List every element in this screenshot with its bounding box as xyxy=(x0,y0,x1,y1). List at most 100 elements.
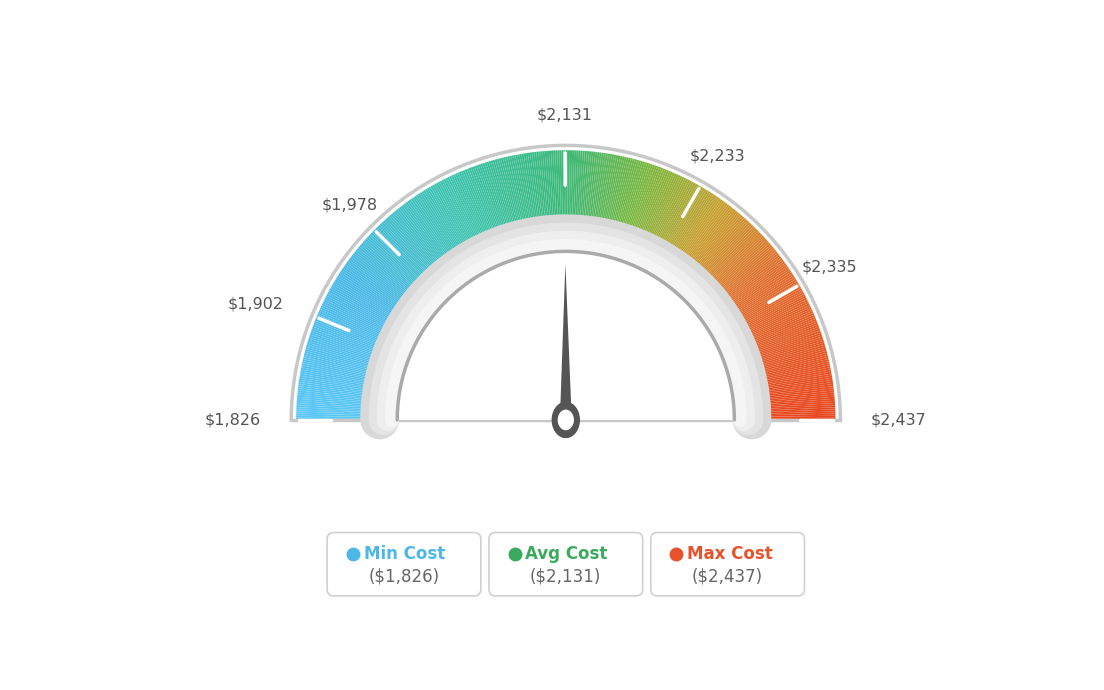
Wedge shape xyxy=(620,165,655,262)
Wedge shape xyxy=(436,183,487,273)
Wedge shape xyxy=(323,299,416,346)
Wedge shape xyxy=(728,353,828,380)
Wedge shape xyxy=(723,328,820,364)
Wedge shape xyxy=(297,403,399,411)
Wedge shape xyxy=(341,268,427,327)
Wedge shape xyxy=(662,199,723,284)
Wedge shape xyxy=(728,348,827,377)
Wedge shape xyxy=(692,243,771,311)
Wedge shape xyxy=(326,295,417,344)
Wedge shape xyxy=(342,266,428,326)
Text: $2,335: $2,335 xyxy=(802,260,858,275)
Wedge shape xyxy=(713,294,805,343)
Wedge shape xyxy=(299,375,401,394)
Wedge shape xyxy=(690,239,766,308)
Wedge shape xyxy=(733,413,836,417)
Wedge shape xyxy=(645,183,696,273)
Wedge shape xyxy=(725,341,825,372)
Wedge shape xyxy=(300,371,402,391)
Text: Min Cost: Min Cost xyxy=(363,545,445,563)
Wedge shape xyxy=(626,168,665,264)
Wedge shape xyxy=(528,152,543,255)
Wedge shape xyxy=(575,150,583,253)
Wedge shape xyxy=(444,179,491,271)
Wedge shape xyxy=(519,154,539,255)
Wedge shape xyxy=(549,150,556,253)
Wedge shape xyxy=(651,188,705,277)
Wedge shape xyxy=(733,401,835,409)
Wedge shape xyxy=(340,270,427,328)
Wedge shape xyxy=(655,191,710,279)
Wedge shape xyxy=(732,391,835,403)
Wedge shape xyxy=(591,153,608,255)
Wedge shape xyxy=(363,240,442,309)
Wedge shape xyxy=(595,155,614,255)
Wedge shape xyxy=(497,159,524,258)
Wedge shape xyxy=(582,151,593,254)
Wedge shape xyxy=(307,341,406,372)
Wedge shape xyxy=(437,181,488,273)
Wedge shape xyxy=(567,150,570,253)
Wedge shape xyxy=(604,157,629,257)
Wedge shape xyxy=(665,203,728,286)
Text: $2,131: $2,131 xyxy=(537,108,593,123)
Wedge shape xyxy=(643,181,692,272)
Wedge shape xyxy=(546,150,555,253)
Wedge shape xyxy=(333,281,423,335)
Wedge shape xyxy=(616,163,649,261)
Wedge shape xyxy=(596,155,616,256)
Wedge shape xyxy=(608,159,637,259)
Wedge shape xyxy=(725,337,822,370)
Wedge shape xyxy=(373,229,447,303)
Wedge shape xyxy=(553,150,560,253)
Wedge shape xyxy=(683,228,756,302)
Wedge shape xyxy=(306,345,405,375)
Wedge shape xyxy=(705,272,793,329)
FancyBboxPatch shape xyxy=(327,533,481,596)
Wedge shape xyxy=(414,196,473,282)
Wedge shape xyxy=(426,188,480,277)
Wedge shape xyxy=(408,199,469,284)
Wedge shape xyxy=(431,186,482,275)
Wedge shape xyxy=(718,307,811,351)
Wedge shape xyxy=(381,222,453,298)
Wedge shape xyxy=(635,174,679,268)
Wedge shape xyxy=(623,166,659,263)
Wedge shape xyxy=(489,161,519,259)
Wedge shape xyxy=(526,153,542,255)
Wedge shape xyxy=(697,253,779,317)
Wedge shape xyxy=(627,169,667,265)
Wedge shape xyxy=(646,184,698,274)
Wedge shape xyxy=(671,210,737,291)
Wedge shape xyxy=(672,212,740,292)
FancyBboxPatch shape xyxy=(650,533,805,596)
Wedge shape xyxy=(707,274,794,331)
Wedge shape xyxy=(487,161,518,260)
Wedge shape xyxy=(518,155,537,255)
Wedge shape xyxy=(659,196,718,282)
Wedge shape xyxy=(537,152,549,254)
Wedge shape xyxy=(702,263,786,324)
Wedge shape xyxy=(315,319,411,358)
Wedge shape xyxy=(690,240,768,309)
Wedge shape xyxy=(636,175,681,268)
Wedge shape xyxy=(392,212,459,292)
Wedge shape xyxy=(296,418,399,420)
Wedge shape xyxy=(731,373,831,393)
Wedge shape xyxy=(330,286,421,338)
Wedge shape xyxy=(460,170,502,266)
Wedge shape xyxy=(407,201,468,285)
Wedge shape xyxy=(296,405,399,412)
Wedge shape xyxy=(475,166,510,263)
Wedge shape xyxy=(505,157,529,257)
Wedge shape xyxy=(455,173,498,268)
Wedge shape xyxy=(609,160,639,259)
Wedge shape xyxy=(439,181,489,272)
Wedge shape xyxy=(617,164,651,262)
Wedge shape xyxy=(700,259,784,322)
Wedge shape xyxy=(661,198,721,283)
Wedge shape xyxy=(714,295,806,344)
Wedge shape xyxy=(389,215,457,294)
Wedge shape xyxy=(634,173,677,268)
Wedge shape xyxy=(728,355,828,381)
